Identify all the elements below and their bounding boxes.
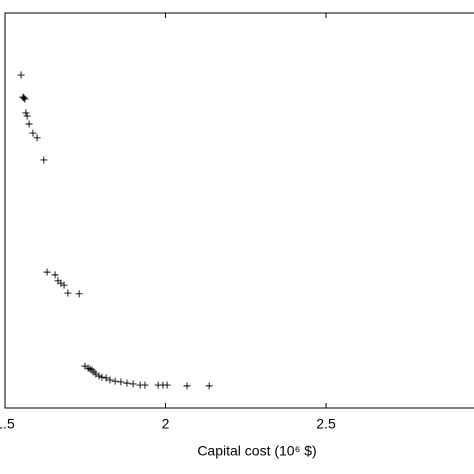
point <box>40 156 48 164</box>
x-tick-label: 2 <box>162 416 170 432</box>
x-tick-label: 1.5 <box>0 416 15 432</box>
point <box>106 376 114 384</box>
point <box>29 129 37 137</box>
point <box>25 120 33 128</box>
point <box>75 290 83 298</box>
point <box>183 382 191 390</box>
point <box>33 134 41 142</box>
point <box>95 372 103 380</box>
point <box>21 95 29 103</box>
point <box>60 281 68 289</box>
point <box>22 109 30 117</box>
plot-frame <box>4 12 474 409</box>
point <box>17 71 25 79</box>
point <box>92 370 100 378</box>
point <box>23 112 31 120</box>
point <box>88 366 96 374</box>
point <box>90 368 98 376</box>
point <box>64 289 72 297</box>
point <box>141 381 149 389</box>
point <box>84 364 92 372</box>
point <box>117 378 125 386</box>
point <box>20 94 28 102</box>
point <box>205 382 213 390</box>
point <box>43 268 51 276</box>
point <box>102 374 110 382</box>
x-tick-label: 2.5 <box>316 416 336 432</box>
point <box>19 93 27 101</box>
point <box>111 377 119 385</box>
x-axis-label: Capital cost (10⁶ $) <box>197 443 316 459</box>
point <box>98 373 106 381</box>
point <box>51 271 59 279</box>
point <box>123 379 131 387</box>
point <box>163 381 171 389</box>
point <box>129 380 137 388</box>
